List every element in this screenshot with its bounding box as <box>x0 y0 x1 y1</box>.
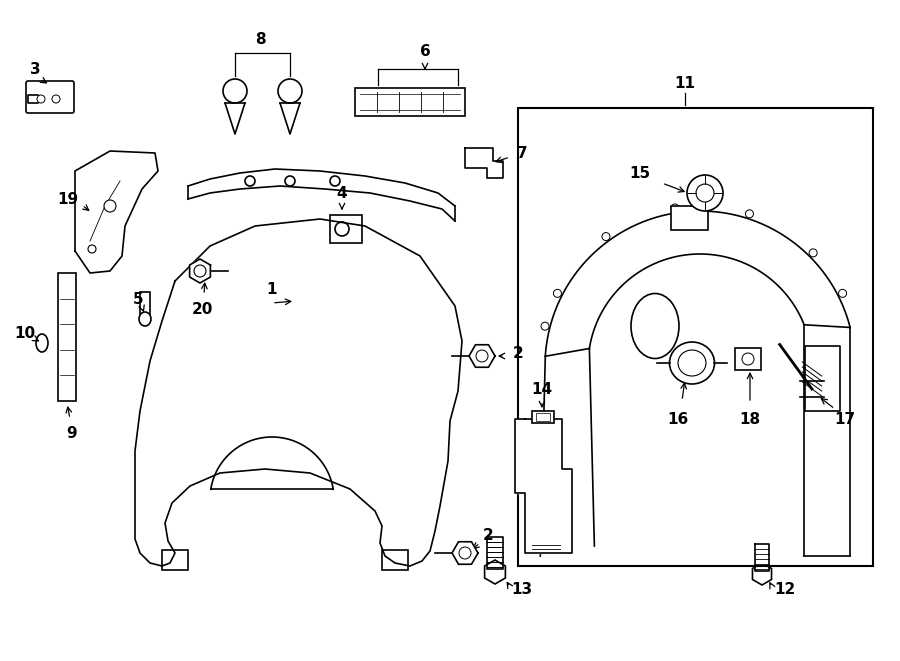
Text: 17: 17 <box>834 412 856 426</box>
Circle shape <box>194 265 206 277</box>
FancyBboxPatch shape <box>162 550 188 570</box>
Circle shape <box>52 95 60 103</box>
Ellipse shape <box>631 293 679 358</box>
Circle shape <box>809 249 817 257</box>
Polygon shape <box>515 419 572 553</box>
Bar <box>330 215 362 243</box>
Circle shape <box>37 95 45 103</box>
Text: 6: 6 <box>419 44 430 59</box>
Text: 15: 15 <box>629 165 651 180</box>
Circle shape <box>223 79 247 103</box>
Bar <box>532 411 554 423</box>
Circle shape <box>476 350 488 362</box>
Text: 1: 1 <box>266 282 277 297</box>
Circle shape <box>671 204 679 212</box>
Circle shape <box>278 79 302 103</box>
Circle shape <box>88 245 96 253</box>
Bar <box>355 88 465 116</box>
Circle shape <box>742 353 754 365</box>
Text: 3: 3 <box>30 61 40 77</box>
Circle shape <box>459 547 471 559</box>
Bar <box>140 292 150 314</box>
Text: 12: 12 <box>774 582 796 596</box>
Circle shape <box>554 290 562 297</box>
Circle shape <box>541 322 549 330</box>
Bar <box>536 413 550 421</box>
Text: 9: 9 <box>67 426 77 440</box>
Circle shape <box>839 290 847 297</box>
Ellipse shape <box>670 342 715 384</box>
Circle shape <box>245 176 255 186</box>
Text: 7: 7 <box>517 145 527 161</box>
Text: 19: 19 <box>58 192 78 206</box>
Text: 10: 10 <box>14 325 36 340</box>
FancyBboxPatch shape <box>735 348 761 370</box>
Text: 13: 13 <box>511 582 533 596</box>
FancyBboxPatch shape <box>382 550 408 570</box>
Text: 2: 2 <box>513 346 524 360</box>
Circle shape <box>104 200 116 212</box>
Bar <box>58 273 76 401</box>
Text: 14: 14 <box>531 381 553 397</box>
Text: 2: 2 <box>482 529 493 543</box>
Text: 8: 8 <box>255 32 266 46</box>
Text: 20: 20 <box>192 301 212 317</box>
Text: 5: 5 <box>132 292 143 307</box>
Ellipse shape <box>139 312 151 326</box>
Circle shape <box>285 176 295 186</box>
Text: 18: 18 <box>740 412 760 426</box>
Circle shape <box>335 222 349 236</box>
Polygon shape <box>75 151 158 273</box>
Text: 16: 16 <box>668 412 688 426</box>
FancyBboxPatch shape <box>671 206 708 230</box>
Polygon shape <box>190 259 211 283</box>
Ellipse shape <box>36 334 48 352</box>
Text: 11: 11 <box>674 75 696 91</box>
Circle shape <box>745 210 753 218</box>
Ellipse shape <box>678 350 706 376</box>
Circle shape <box>602 233 610 241</box>
Polygon shape <box>452 542 478 564</box>
Text: 4: 4 <box>337 186 347 200</box>
Polygon shape <box>469 345 495 368</box>
Circle shape <box>330 176 340 186</box>
Circle shape <box>687 175 723 211</box>
Circle shape <box>696 184 714 202</box>
FancyBboxPatch shape <box>26 81 74 113</box>
Bar <box>518 108 873 566</box>
